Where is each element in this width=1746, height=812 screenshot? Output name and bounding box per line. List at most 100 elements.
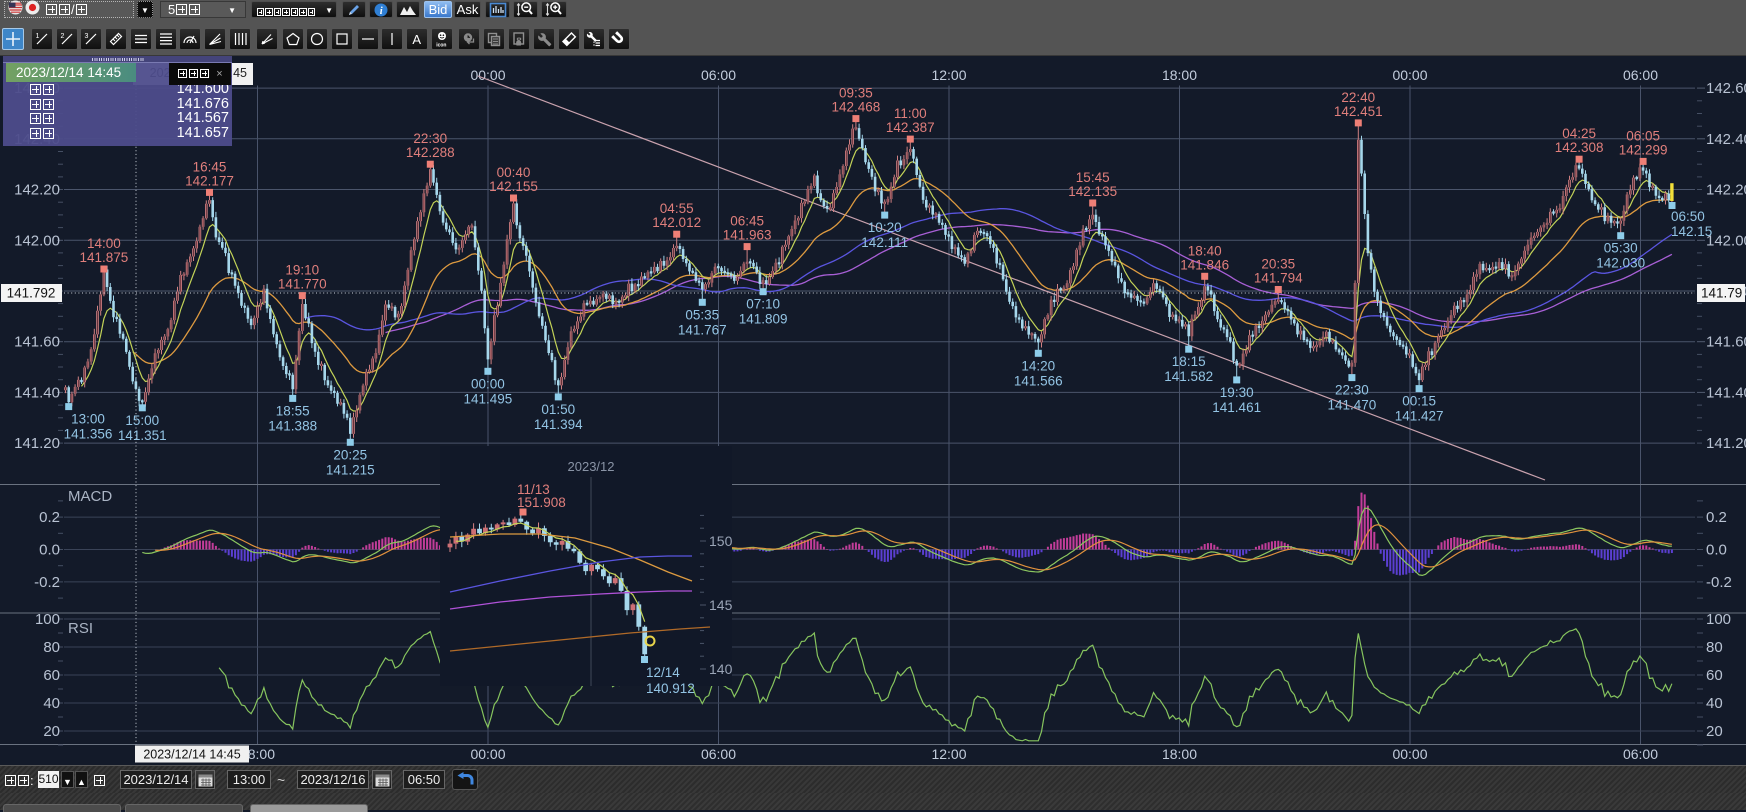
svg-text:00:00: 00:00: [470, 67, 505, 83]
svg-text:A: A: [412, 32, 421, 47]
svg-text:60: 60: [1706, 667, 1723, 684]
svg-text:80: 80: [43, 639, 60, 656]
svg-text:12:00: 12:00: [931, 67, 966, 83]
svg-text:22:30: 22:30: [1335, 383, 1369, 398]
svg-text:141.40: 141.40: [1706, 384, 1746, 401]
svg-text:60: 60: [43, 667, 60, 684]
svg-text:141.792: 141.792: [7, 286, 56, 301]
svg-text:06:00: 06:00: [1623, 746, 1658, 762]
svg-text:00:00: 00:00: [471, 376, 505, 391]
svg-text:100: 100: [35, 611, 60, 628]
svg-text:14:20: 14:20: [1021, 358, 1055, 373]
svg-text:0.0: 0.0: [1706, 542, 1727, 559]
svg-text:150: 150: [709, 533, 733, 549]
svg-text:142.451: 142.451: [1334, 104, 1383, 119]
svg-text:18:00: 18:00: [1162, 746, 1197, 762]
svg-text:00:00: 00:00: [1392, 67, 1427, 83]
svg-text:10:20: 10:20: [868, 220, 902, 235]
svg-text:20: 20: [1706, 723, 1723, 740]
svg-text:141.60: 141.60: [14, 334, 60, 351]
svg-text:145: 145: [709, 597, 733, 613]
svg-text:06:00: 06:00: [701, 746, 736, 762]
svg-text:3: 3: [85, 33, 89, 40]
svg-text:142.00: 142.00: [1706, 232, 1746, 249]
svg-text:11/13: 11/13: [517, 482, 550, 497]
svg-text:15:00: 15:00: [125, 413, 159, 428]
svg-text:141.794: 141.794: [1254, 271, 1303, 286]
svg-text:20:35: 20:35: [1261, 257, 1295, 272]
svg-text:2023/12: 2023/12: [568, 459, 615, 474]
svg-text:12:00: 12:00: [931, 746, 966, 762]
svg-text:06:45: 06:45: [730, 214, 764, 229]
svg-text:141.809: 141.809: [739, 312, 788, 327]
svg-text:142.155: 142.155: [489, 179, 538, 194]
svg-text:142.40: 142.40: [1706, 131, 1746, 148]
svg-text:0.2: 0.2: [1706, 509, 1727, 526]
svg-text:140: 140: [709, 661, 733, 677]
svg-text:141.495: 141.495: [463, 391, 512, 406]
svg-text:142.60: 142.60: [1706, 80, 1746, 97]
svg-text:0.0: 0.0: [39, 542, 60, 559]
svg-text:2: 2: [61, 33, 65, 40]
svg-text:142.468: 142.468: [831, 100, 880, 115]
svg-text:12/14: 12/14: [646, 665, 680, 680]
svg-text:i: i: [380, 6, 383, 17]
svg-text:05:30: 05:30: [1604, 241, 1638, 256]
svg-text:100: 100: [1706, 611, 1731, 628]
svg-text:07:10: 07:10: [746, 297, 780, 312]
svg-text:-0.2: -0.2: [34, 574, 60, 591]
svg-text:141.356: 141.356: [64, 427, 113, 442]
svg-text:06:00: 06:00: [701, 67, 736, 83]
svg-text:141.394: 141.394: [534, 417, 583, 432]
svg-text:141.470: 141.470: [1327, 398, 1376, 413]
svg-text:RSI: RSI: [68, 620, 93, 637]
svg-text:142.299: 142.299: [1619, 142, 1668, 157]
svg-text:40: 40: [43, 695, 60, 712]
svg-text:141.40: 141.40: [14, 384, 60, 401]
svg-text:22:30: 22:30: [413, 131, 447, 146]
svg-text:19:10: 19:10: [285, 263, 319, 278]
svg-text:142.111: 142.111: [861, 235, 908, 250]
svg-text:151.908: 151.908: [517, 495, 566, 510]
svg-text:06:00: 06:00: [1623, 67, 1658, 83]
svg-text:13:00: 13:00: [71, 412, 105, 427]
svg-text:141.427: 141.427: [1395, 409, 1444, 424]
svg-text:22:40: 22:40: [1341, 90, 1375, 105]
svg-text:05:35: 05:35: [685, 307, 719, 322]
svg-text:icon: icon: [436, 42, 446, 47]
svg-text:142.20: 142.20: [1706, 182, 1746, 199]
svg-text:142.030: 142.030: [1596, 256, 1645, 271]
svg-text:142.387: 142.387: [886, 120, 935, 135]
svg-text:00:00: 00:00: [470, 746, 505, 762]
svg-text:04:55: 04:55: [660, 201, 694, 216]
svg-text:18:15: 18:15: [1172, 354, 1206, 369]
svg-text:-0.2: -0.2: [1706, 574, 1732, 591]
svg-text:1: 1: [36, 33, 40, 40]
svg-text:15:45: 15:45: [1076, 170, 1110, 185]
svg-text:2023/12/14 14:45: 2023/12/14 14:45: [143, 748, 240, 762]
svg-text:142.012: 142.012: [652, 215, 701, 230]
svg-text:06:50: 06:50: [1671, 209, 1705, 224]
svg-text:141.351: 141.351: [118, 428, 167, 443]
svg-text:80: 80: [1706, 639, 1723, 656]
svg-text:142.135: 142.135: [1068, 184, 1117, 199]
svg-text:14:00: 14:00: [87, 236, 121, 251]
svg-text:141.767: 141.767: [678, 322, 727, 337]
svg-text:18:55: 18:55: [276, 403, 310, 418]
svg-text:142.00: 142.00: [14, 232, 60, 249]
svg-text:06:05: 06:05: [1626, 128, 1660, 143]
svg-text:141.215: 141.215: [326, 462, 375, 477]
svg-text:142.288: 142.288: [406, 145, 455, 160]
svg-text:140.912: 140.912: [646, 681, 695, 696]
svg-text:18:40: 18:40: [1188, 243, 1222, 258]
svg-text:141.79: 141.79: [1701, 286, 1742, 301]
svg-text:141.875: 141.875: [79, 250, 128, 265]
svg-text:00:15: 00:15: [1402, 394, 1436, 409]
svg-text:142.177: 142.177: [185, 173, 234, 188]
svg-text:141.566: 141.566: [1014, 373, 1063, 388]
svg-text:142.20: 142.20: [14, 182, 60, 199]
svg-text:141.461: 141.461: [1212, 400, 1261, 415]
svg-text:141.582: 141.582: [1164, 369, 1213, 384]
svg-text:141.20: 141.20: [1706, 435, 1746, 452]
svg-text:09:35: 09:35: [839, 86, 873, 101]
